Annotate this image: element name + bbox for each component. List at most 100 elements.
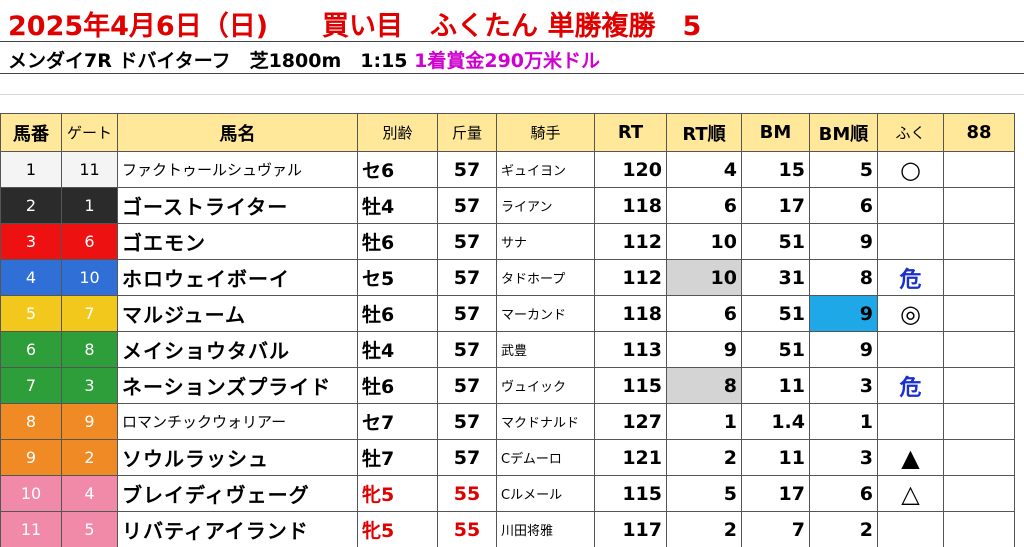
bm-cell: 17 xyxy=(741,187,810,224)
horse-number-cell: 6 xyxy=(0,331,62,368)
race-info: メンダイ7R ドバイターフ 芝1800m 1:15 1着賞金290万米ドル xyxy=(8,46,600,73)
gate-number-cell: 4 xyxy=(61,475,118,512)
fuku-mark-cell: 危 xyxy=(877,259,944,296)
bm-rank-cell: 9 xyxy=(809,295,878,332)
table-header-row: 馬番 ゲート 馬名 別齢 斤量 騎手 RT RT順 BM BM順 ふく 88 xyxy=(0,113,1015,152)
fuku-mark-cell: △ xyxy=(877,475,944,512)
table-row: 4 10 ホロウェイボーイ セ5 57 タドホープ 112 10 31 8 危 xyxy=(0,259,1015,296)
horse-number-cell: 8 xyxy=(0,403,62,440)
jockey-cell: ヴュイック xyxy=(496,367,595,404)
race-name: メンダイ7R ドバイターフ 芝1800m 1:15 xyxy=(8,50,408,72)
horse-number-cell: 4 xyxy=(0,259,62,296)
rt-rank-cell: 6 xyxy=(666,295,742,332)
table-row: 6 8 メイショウタバル 牡4 57 武豊 113 9 51 9 xyxy=(0,331,1015,368)
jockey-cell: Cルメール xyxy=(496,475,595,512)
weight-cell: 55 xyxy=(437,511,497,547)
rt-cell: 118 xyxy=(594,295,667,332)
table-row: 11 5 リバティアイランド 牝5 55 川田将雅 117 2 7 2 xyxy=(0,511,1015,547)
col-88-cell xyxy=(943,259,1015,296)
horse-number-cell: 10 xyxy=(0,475,62,512)
col-header-rt-rank: RT順 xyxy=(666,113,742,152)
gate-number-cell: 6 xyxy=(61,223,118,260)
bm-cell: 1.4 xyxy=(741,403,810,440)
col-88-cell xyxy=(943,439,1015,476)
col-header-fuku: ふく xyxy=(877,113,944,152)
weight-cell: 57 xyxy=(437,403,497,440)
gate-number-cell: 7 xyxy=(61,295,118,332)
horse-number-cell: 9 xyxy=(0,439,62,476)
col-88-cell xyxy=(943,295,1015,332)
fuku-mark-cell xyxy=(877,403,944,440)
bm-rank-cell: 9 xyxy=(809,331,878,368)
rt-cell: 115 xyxy=(594,475,667,512)
horse-name-cell: ブレイディヴェーグ xyxy=(117,475,358,512)
col-header-num: 馬番 xyxy=(0,113,62,152)
fuku-mark-cell: ▲ xyxy=(877,439,944,476)
gate-number-cell: 3 xyxy=(61,367,118,404)
bm-rank-cell: 5 xyxy=(809,151,878,188)
col-header-bm: BM xyxy=(741,113,810,152)
col-88-cell xyxy=(943,403,1015,440)
col-88-cell xyxy=(943,367,1015,404)
jockey-cell: ライアン xyxy=(496,187,595,224)
sex-age-cell: セ6 xyxy=(357,151,438,188)
horse-number-cell: 11 xyxy=(0,511,62,547)
horse-table: 馬番 ゲート 馬名 別齢 斤量 騎手 RT RT順 BM BM順 ふく 88 1… xyxy=(0,113,1015,547)
rt-rank-cell: 9 xyxy=(666,331,742,368)
jockey-cell: サナ xyxy=(496,223,595,260)
bm-cell: 51 xyxy=(741,295,810,332)
gate-number-cell: 9 xyxy=(61,403,118,440)
col-88-cell xyxy=(943,511,1015,547)
fuku-mark-cell xyxy=(877,511,944,547)
rt-rank-cell: 10 xyxy=(666,259,742,296)
page-title: 2025年4月6日（日) 買い目 ふくたん 単勝複勝 5 xyxy=(8,11,702,42)
sex-age-cell: 牡4 xyxy=(357,187,438,224)
rt-rank-cell: 10 xyxy=(666,223,742,260)
jockey-cell: マクドナルド xyxy=(496,403,595,440)
bm-cell: 11 xyxy=(741,439,810,476)
race-info-bar: メンダイ7R ドバイターフ 芝1800m 1:15 1着賞金290万米ドル xyxy=(0,42,1024,74)
bm-rank-cell: 6 xyxy=(809,187,878,224)
fuku-mark-cell: ○ xyxy=(877,151,944,188)
rt-cell: 118 xyxy=(594,187,667,224)
bm-rank-cell: 1 xyxy=(809,403,878,440)
rt-rank-cell: 6 xyxy=(666,187,742,224)
table-row: 9 2 ソウルラッシュ 牡7 57 Cデムーロ 121 2 11 3 ▲ xyxy=(0,439,1015,476)
sex-age-cell: 牡4 xyxy=(357,331,438,368)
bm-rank-cell: 3 xyxy=(809,367,878,404)
bm-cell: 11 xyxy=(741,367,810,404)
table-row: 2 1 ゴーストライター 牡4 57 ライアン 118 6 17 6 xyxy=(0,187,1015,224)
horse-number-cell: 3 xyxy=(0,223,62,260)
rt-cell: 113 xyxy=(594,331,667,368)
horse-name-cell: ゴエモン xyxy=(117,223,358,260)
bm-cell: 51 xyxy=(741,331,810,368)
rt-cell: 127 xyxy=(594,403,667,440)
horse-name-cell: マルジューム xyxy=(117,295,358,332)
bm-cell: 51 xyxy=(741,223,810,260)
bm-cell: 17 xyxy=(741,475,810,512)
horse-number-cell: 5 xyxy=(0,295,62,332)
col-header-jockey: 騎手 xyxy=(496,113,595,152)
rt-cell: 117 xyxy=(594,511,667,547)
bm-cell: 7 xyxy=(741,511,810,547)
col-header-weight: 斤量 xyxy=(437,113,497,152)
horse-name-cell: ロマンチックウォリアー xyxy=(117,403,358,440)
rt-cell: 120 xyxy=(594,151,667,188)
bm-rank-cell: 6 xyxy=(809,475,878,512)
weight-cell: 57 xyxy=(437,151,497,188)
sex-age-cell: 牡6 xyxy=(357,295,438,332)
col-header-bm-rank: BM順 xyxy=(809,113,878,152)
weight-cell: 57 xyxy=(437,223,497,260)
fuku-mark-cell xyxy=(877,331,944,368)
rt-rank-cell: 4 xyxy=(666,151,742,188)
spreadsheet-blank-rows xyxy=(0,74,1024,114)
col-88-cell xyxy=(943,223,1015,260)
col-header-gate: ゲート xyxy=(61,113,118,152)
jockey-cell: Cデムーロ xyxy=(496,439,595,476)
sex-age-cell: 牡6 xyxy=(357,223,438,260)
rt-rank-cell: 2 xyxy=(666,511,742,547)
sex-age-cell: セ7 xyxy=(357,403,438,440)
fuku-mark-cell: 危 xyxy=(877,367,944,404)
fuku-mark-cell xyxy=(877,223,944,260)
weight-cell: 57 xyxy=(437,295,497,332)
